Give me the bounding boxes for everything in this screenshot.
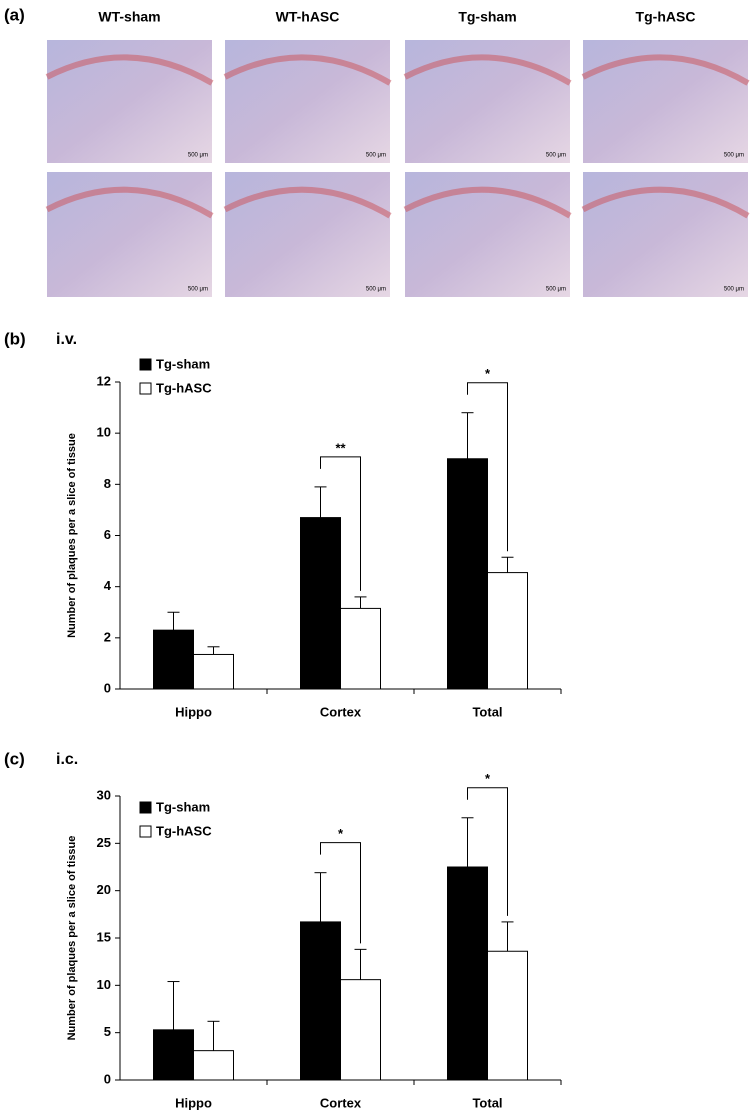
legend-label: Tg-sham xyxy=(156,799,210,814)
panel-label: (a) xyxy=(4,5,25,24)
x-tick-label: Hippo xyxy=(175,704,212,719)
scale-bar-label: 500 μm xyxy=(546,287,566,293)
tissue-band xyxy=(581,186,750,219)
scale-bar-label: 500 μm xyxy=(546,153,566,159)
significance-bracket xyxy=(320,456,361,591)
x-tick-label: Total xyxy=(472,1095,502,1110)
legend-swatch xyxy=(139,825,152,838)
legend-label: Tg-sham xyxy=(156,356,210,371)
y-tick-label: 10 xyxy=(97,425,111,440)
y-tick-label: 25 xyxy=(97,835,111,850)
bar xyxy=(340,979,381,1081)
significance-bracket xyxy=(320,842,361,944)
tissue-band xyxy=(45,186,214,219)
scale-bar-label: 500 μm xyxy=(188,153,208,159)
column-header: WT-hASC xyxy=(276,9,340,25)
bar xyxy=(447,866,488,1081)
bar xyxy=(340,607,381,690)
bar xyxy=(193,1050,234,1081)
y-tick-label: 2 xyxy=(104,629,111,644)
scale-bar-label: 500 μm xyxy=(366,153,386,159)
legend-swatch xyxy=(139,382,152,395)
legend-label: Tg-hASC xyxy=(156,823,212,838)
y-tick-label: 10 xyxy=(97,977,111,992)
bar xyxy=(300,517,341,690)
y-tick-label: 4 xyxy=(104,578,112,593)
bar xyxy=(487,950,528,1081)
scale-bar-label: 500 μm xyxy=(366,287,386,293)
scale-bar-label: 500 μm xyxy=(724,153,744,159)
significance-label: * xyxy=(485,366,491,381)
chart-subtitle: i.v. xyxy=(56,331,77,348)
y-tick-label: 0 xyxy=(104,680,111,695)
bar xyxy=(487,572,528,690)
x-tick-label: Cortex xyxy=(320,704,362,719)
y-axis-label: Number of plaques per a slice of tissue xyxy=(66,433,78,638)
y-axis-label: Number of plaques per a slice of tissue xyxy=(66,836,78,1041)
bar xyxy=(300,921,341,1081)
significance-bracket xyxy=(467,382,508,552)
panel-label: (b) xyxy=(4,329,26,348)
legend-swatch xyxy=(139,801,152,814)
legend-label: Tg-hASC xyxy=(156,380,212,395)
bar xyxy=(153,1029,194,1081)
tissue-band xyxy=(223,186,392,219)
chart-subtitle: i.c. xyxy=(56,751,78,768)
column-header: WT-sham xyxy=(98,9,160,25)
y-tick-label: 12 xyxy=(97,373,111,388)
significance-label: * xyxy=(485,771,491,786)
scale-bar-label: 500 μm xyxy=(724,287,744,293)
significance-label: ** xyxy=(335,440,346,455)
x-tick-label: Cortex xyxy=(320,1095,362,1110)
tissue-band xyxy=(45,54,214,86)
bar xyxy=(193,653,234,690)
bar xyxy=(447,458,488,690)
bar xyxy=(153,629,194,690)
y-tick-label: 0 xyxy=(104,1071,111,1086)
tissue-band xyxy=(403,54,572,86)
y-tick-label: 6 xyxy=(104,527,111,542)
x-tick-label: Hippo xyxy=(175,1095,212,1110)
tissue-band xyxy=(223,54,392,86)
column-header: Tg-sham xyxy=(458,9,516,25)
x-tick-label: Total xyxy=(472,704,502,719)
tissue-band xyxy=(581,54,750,86)
scale-bar-label: 500 μm xyxy=(188,287,208,293)
panel-label: (c) xyxy=(4,749,25,768)
tissue-band xyxy=(403,186,572,219)
legend-swatch xyxy=(139,358,152,371)
y-tick-label: 30 xyxy=(97,787,111,802)
column-header: Tg-hASC xyxy=(636,9,696,25)
y-tick-label: 5 xyxy=(104,1024,111,1039)
y-tick-label: 8 xyxy=(104,476,111,491)
y-tick-label: 20 xyxy=(97,882,111,897)
significance-bracket xyxy=(467,787,508,916)
significance-label: * xyxy=(338,826,344,841)
y-tick-label: 15 xyxy=(97,929,111,944)
